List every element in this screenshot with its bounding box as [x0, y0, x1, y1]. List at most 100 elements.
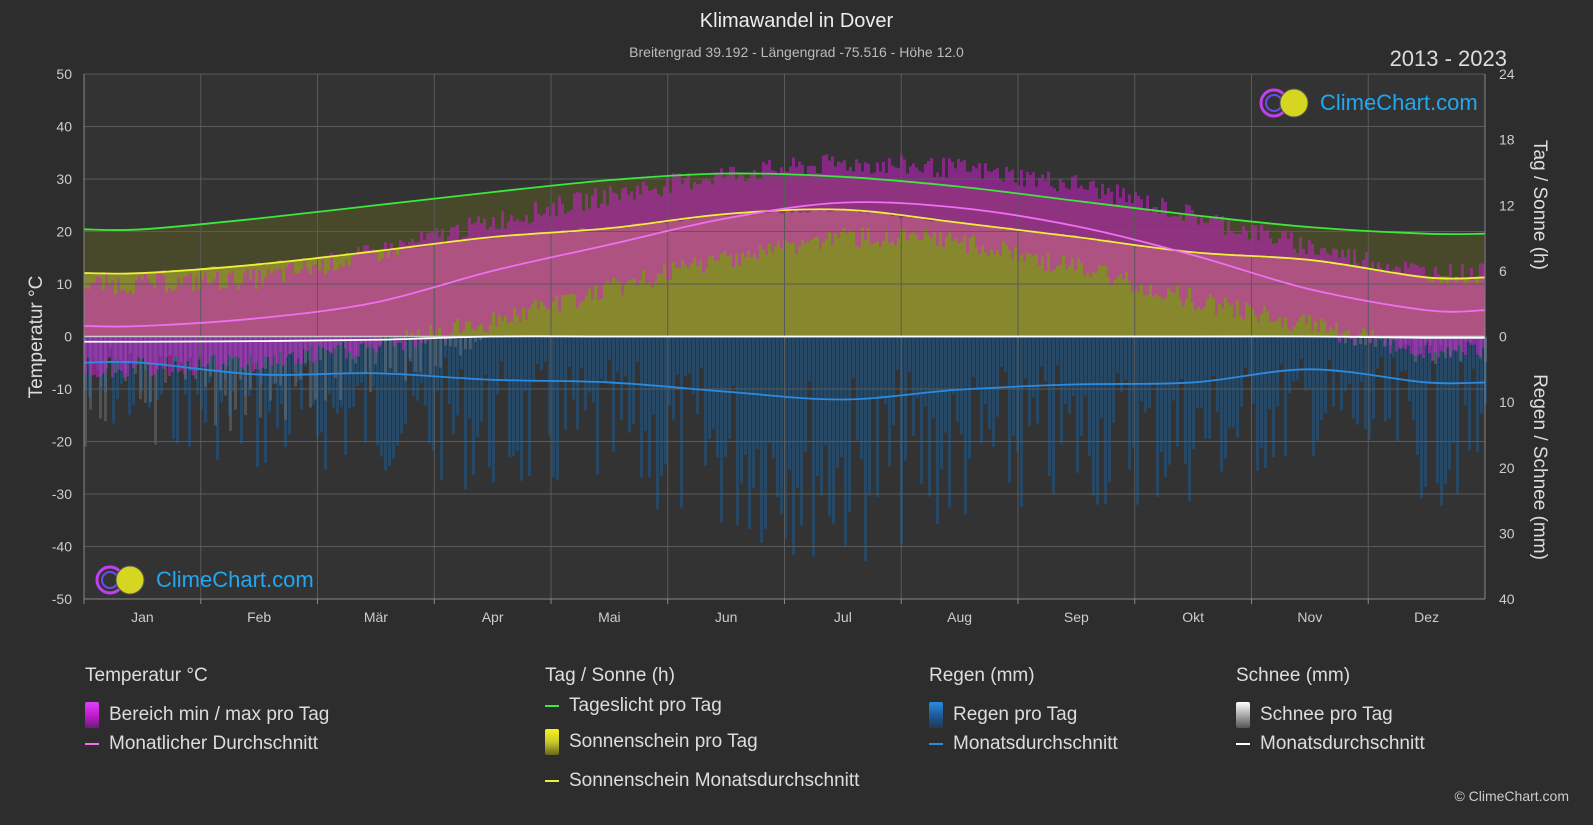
rain-day-bar — [256, 336, 259, 468]
temp-range-bar — [1245, 230, 1248, 303]
temp-range-bar — [861, 171, 864, 228]
temp-range-bar — [1215, 214, 1218, 315]
temp-range-bar — [834, 166, 837, 234]
x-tick-label: Nov — [1297, 609, 1322, 625]
temp-range-bar — [630, 191, 633, 280]
rain-day-bar — [1040, 336, 1043, 367]
temp-range-bar — [957, 158, 960, 244]
rain-day-bar — [1220, 336, 1223, 472]
temp-range-bar — [795, 167, 798, 255]
rain-day-bar — [1056, 336, 1059, 366]
temp-range-bar — [642, 181, 645, 271]
temp-range-bar — [117, 278, 120, 370]
temp-range-bar — [207, 283, 210, 365]
temp-range-bar — [603, 190, 606, 285]
rain-day-bar — [328, 336, 331, 394]
rain-day-bar — [200, 336, 203, 410]
rain-day-bar — [1180, 336, 1183, 380]
temp-range-bar — [495, 228, 498, 327]
rain-day-bar — [1440, 336, 1443, 506]
temp-range-bar — [1236, 233, 1239, 301]
rain-day-bar — [1020, 336, 1023, 508]
rain-day-bar — [968, 336, 971, 459]
temp-avg-swatch — [85, 743, 99, 745]
temp-range-bar — [951, 161, 954, 242]
snow-day-bar — [404, 336, 407, 381]
temp-range-bar — [537, 213, 540, 310]
temp-range-bar — [285, 266, 288, 357]
temp-range-bar — [1005, 166, 1008, 246]
temp-range-bar — [273, 269, 276, 356]
rain-day-bar — [1192, 336, 1195, 450]
rain-day-bar — [332, 336, 335, 408]
rain-day-bar — [1004, 336, 1007, 372]
rain-day-bar — [504, 336, 507, 380]
temp-range-bar — [171, 291, 174, 373]
snow-day-bar — [444, 336, 447, 346]
rain-day-bar — [812, 336, 815, 557]
temp-range-bar — [582, 210, 585, 301]
temp-range-bar — [1254, 225, 1257, 317]
snow-day-bar — [334, 336, 337, 379]
temp-range-bar — [1203, 222, 1206, 308]
rain-day-bar — [1368, 336, 1371, 440]
legend-temp-range: Bereich min / max pro Tag — [85, 702, 329, 728]
temp-range-bar — [474, 222, 477, 331]
snow-day-bar — [304, 336, 307, 364]
temp-range-bar — [1461, 264, 1464, 353]
temp-range-bar — [1125, 202, 1128, 272]
rain-day-bar — [312, 336, 315, 405]
temp-range-bar — [405, 245, 408, 331]
rain-day-bar — [532, 336, 535, 383]
rain-day-bar — [820, 336, 823, 496]
rain-day-bar — [852, 336, 855, 378]
rain-day-bar — [1340, 336, 1343, 411]
temp-range-bar — [615, 193, 618, 281]
rain-day-bar — [1032, 336, 1035, 398]
rain-day-bar — [1072, 336, 1075, 397]
logo-bottom[interactable]: ClimeChart.com — [94, 563, 314, 597]
rain-day-bar — [1280, 336, 1283, 365]
temp-range-bar — [1482, 264, 1485, 348]
snow-day-bar — [1459, 336, 1462, 362]
rain-day-bar — [176, 336, 179, 444]
temp-range-bar — [981, 179, 984, 245]
rain-day-bar — [1164, 336, 1167, 478]
temp-range-bar — [261, 285, 264, 368]
temp-range-bar — [507, 221, 510, 324]
daylight-line — [83, 172, 1486, 236]
rain-day-bar — [516, 336, 519, 452]
rain-day-bar — [600, 336, 603, 380]
temp-range-bar — [660, 195, 663, 275]
rain-day-bar — [684, 336, 687, 377]
temp-range-bar — [945, 177, 948, 238]
snow-day-bar — [244, 336, 247, 416]
rain-day-bar — [1196, 336, 1199, 409]
temp-range-bar — [1431, 282, 1434, 362]
temp-range-bar — [672, 173, 675, 263]
legend-temp-head: Temperatur °C — [85, 665, 208, 686]
rain-day-bar — [1216, 336, 1219, 413]
y-tick-label-precip: 40 — [1499, 591, 1515, 607]
y-axis-label-sun: Tag / Sonne (h) — [1529, 140, 1550, 270]
rain-day-bar — [560, 336, 563, 380]
rain-day-bar — [1212, 336, 1215, 376]
temp-range-bar — [1104, 194, 1107, 266]
y-tick-label-sun: 6 — [1499, 263, 1507, 279]
rain-day-bar — [1300, 336, 1303, 359]
rain-day-bar — [1256, 336, 1259, 471]
x-tick-label: Aug — [947, 609, 972, 625]
logo-top[interactable]: ClimeChart.com — [1258, 86, 1478, 120]
temp-range-bar — [144, 273, 147, 362]
rain-day-bar — [896, 336, 899, 370]
temp-range-bar — [309, 274, 312, 346]
rain-day-bar — [204, 336, 207, 423]
temp-range-bar — [1395, 266, 1398, 352]
rain-day-bar — [808, 336, 811, 382]
temp-range-bar — [1242, 225, 1245, 320]
temp-range-bar — [1071, 176, 1074, 259]
temp-range-bar — [1158, 213, 1161, 297]
rain-day-bar — [1036, 336, 1039, 424]
temp-range-bar — [675, 173, 678, 269]
legend-label: Sonnenschein pro Tag — [569, 731, 758, 752]
